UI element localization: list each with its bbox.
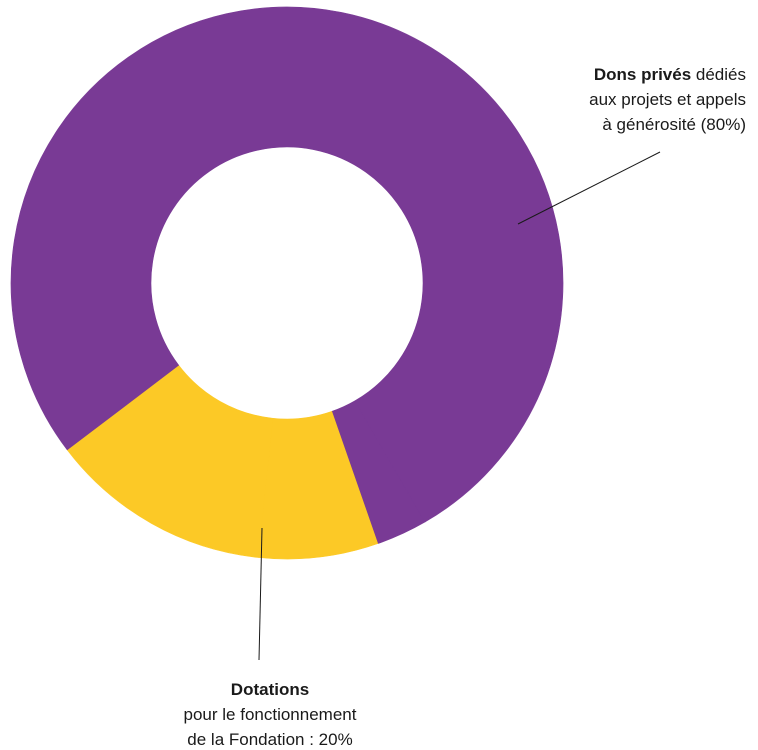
dotations-label-line3: de la Fondation : 20% xyxy=(187,730,352,749)
dons-label-line2: aux projets et appels xyxy=(589,90,746,109)
donut-slice-2 xyxy=(66,364,274,558)
dons-label-line3: à générosité (80%) xyxy=(602,115,746,134)
dons-leader-line xyxy=(517,151,661,225)
dotations-leader-line xyxy=(258,527,263,661)
donut-slices xyxy=(10,6,564,560)
donut-slice-3 xyxy=(10,6,564,523)
dons-label-line1: dédiés xyxy=(691,65,746,84)
dotations-label-line2: pour le fonctionnement xyxy=(184,705,357,724)
dotations-label-bold: Dotations xyxy=(231,680,309,699)
dons-label-bold: Dons privés xyxy=(594,65,691,84)
dons-label: Dons privés dédiés xyxy=(594,65,746,84)
